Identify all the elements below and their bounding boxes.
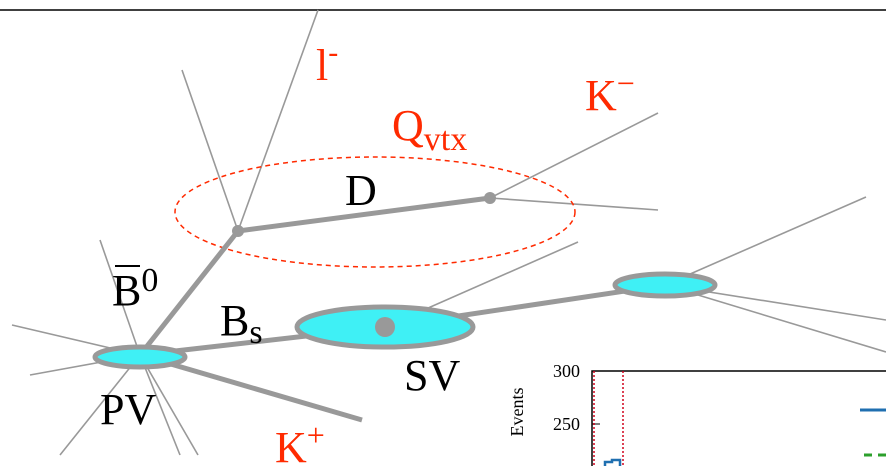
- event-diagram: l- K− Qvtx D B0 Bs SV PV K+ Events 300 2…: [0, 0, 886, 466]
- sv-dot: [375, 317, 395, 337]
- inset-y-tick-label: 250: [553, 414, 580, 434]
- d-label: D: [345, 166, 377, 215]
- lepton-label: l-: [316, 36, 338, 90]
- kaon-plus-label: K+: [275, 417, 325, 466]
- inset-chart: Events 300 250: [507, 361, 886, 466]
- d-decay: [484, 192, 496, 204]
- tertiary-vertex: [615, 274, 715, 296]
- d-vertex: [232, 225, 244, 237]
- qvtx-label: Qvtx: [392, 101, 467, 158]
- kaon-minus-label: K−: [585, 65, 635, 120]
- sv-label: SV: [404, 351, 460, 400]
- inset-y-label: Events: [507, 388, 527, 437]
- pv-vertex: [95, 347, 185, 367]
- b0bar-label: B0: [112, 262, 158, 315]
- pv-label: PV: [100, 385, 156, 434]
- inset-y-tick-label: 300: [553, 361, 580, 381]
- inset-frame: [592, 371, 886, 466]
- bs-label: Bs: [220, 296, 263, 351]
